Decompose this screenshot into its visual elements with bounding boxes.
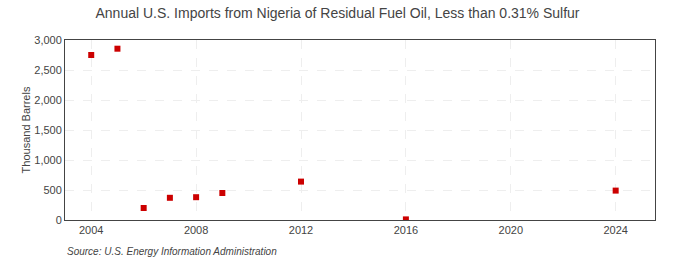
svg-text:Annual U.S. Imports from Niger: Annual U.S. Imports from Nigeria of Resi… [96, 5, 580, 21]
svg-text:2,500: 2,500 [34, 64, 62, 76]
svg-text:Thousand Barrels: Thousand Barrels [20, 86, 32, 173]
svg-text:2012: 2012 [289, 224, 313, 236]
svg-text:Source: U.S. Energy Informatio: Source: U.S. Energy Information Administ… [67, 246, 277, 257]
svg-text:1,000: 1,000 [34, 154, 62, 166]
svg-text:2020: 2020 [499, 224, 523, 236]
svg-text:2016: 2016 [394, 224, 418, 236]
svg-text:2024: 2024 [603, 224, 627, 236]
svg-text:500: 500 [43, 184, 61, 196]
svg-text:2004: 2004 [79, 224, 103, 236]
svg-text:2008: 2008 [184, 224, 208, 236]
svg-text:0: 0 [56, 214, 62, 226]
svg-text:3,000: 3,000 [34, 34, 62, 46]
svg-text:2,000: 2,000 [34, 94, 62, 106]
svg-text:1,500: 1,500 [34, 124, 62, 136]
